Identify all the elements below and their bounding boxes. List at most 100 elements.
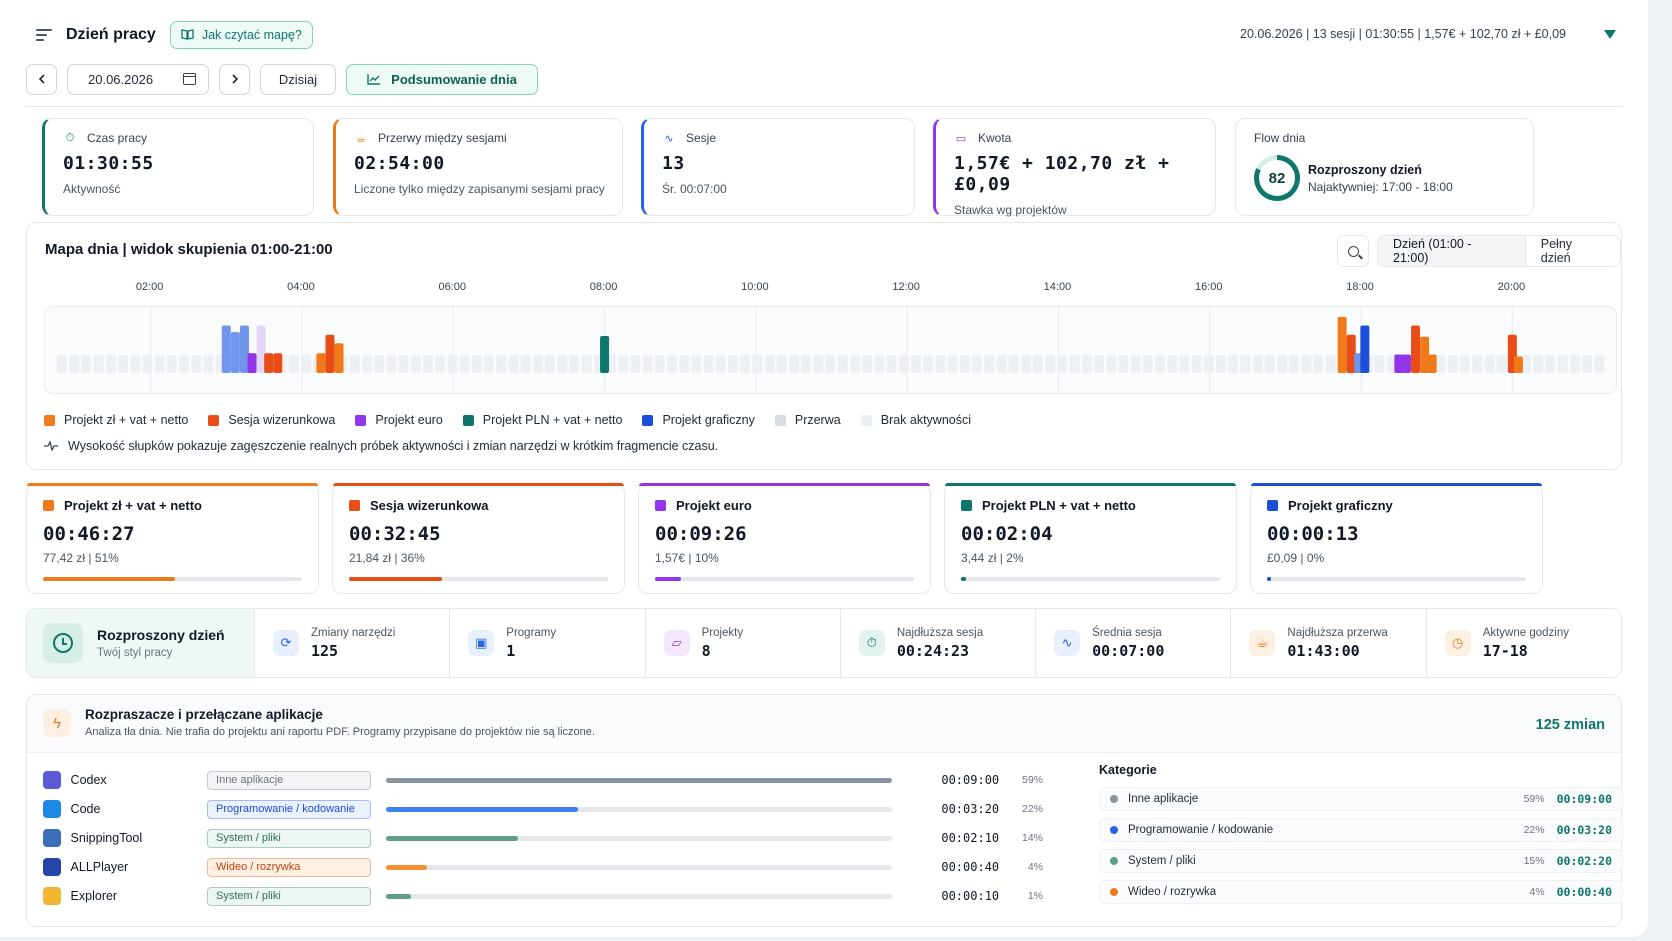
idle-block [1277, 355, 1287, 373]
flow-score: 82 [1259, 160, 1295, 196]
app-row[interactable]: Codex Inne aplikacje 00:09:00 59% [43, 769, 1043, 791]
project-card[interactable]: Projekt zł + vat + netto 00:46:27 77,42 zł… [26, 483, 319, 594]
stat-value: 13 [662, 153, 685, 174]
idle-block [142, 355, 153, 373]
metric-text: Najdłuższa sesja 00:24:23 [897, 627, 983, 660]
idle-block [715, 355, 726, 373]
category-dot [1110, 857, 1118, 865]
activity-bar [247, 353, 257, 373]
apps-title: Rozpraszacze i przełączane aplikacje [85, 707, 323, 722]
project-card[interactable]: Projekt graficzny 00:00:13 £0,09 | 0% [1250, 483, 1543, 594]
pulse-icon [44, 441, 58, 451]
idle-block [386, 355, 397, 373]
app-percent: 14% [1021, 832, 1043, 844]
metric-text: Zmiany narzędzi 125 [311, 627, 395, 660]
project-card[interactable]: Projekt euro 00:09:26 1,57€ | 10% [638, 483, 931, 594]
idle-block [1472, 355, 1483, 373]
legend-swatch [44, 414, 55, 426]
metric-value: 125 [311, 641, 339, 660]
project-amount: 1,57€ | 10% [655, 551, 719, 565]
legend-item: Projekt euro [355, 413, 443, 427]
search-icon [1347, 245, 1359, 257]
stat-label: Czas pracy [87, 131, 148, 145]
idle-block [1033, 355, 1043, 373]
map-search-button[interactable] [1337, 235, 1369, 267]
idle-block [1179, 355, 1190, 373]
idle-block [1325, 355, 1336, 373]
menu-icon[interactable] [36, 29, 52, 41]
project-card[interactable]: Projekt PLN + vat + netto 00:02:04 3,44 zł… [944, 483, 1237, 594]
idle-block [1240, 355, 1251, 373]
coffee-icon: ☕ [356, 132, 366, 145]
app-time: 00:00:40 [941, 860, 1000, 874]
day-summary-label: Podsumowanie dnia [391, 71, 517, 87]
range-day-option[interactable]: Dzień (01:00 - 21:00) [1378, 236, 1526, 266]
activity-bar [264, 353, 274, 373]
expand-triangle-icon[interactable] [1604, 30, 1616, 39]
activity-bar [273, 353, 283, 373]
app-icon [43, 829, 61, 847]
metric-text: Projekty 8 [702, 627, 744, 660]
category-dot [1110, 826, 1118, 834]
app-category-tag: System / pliki [207, 886, 372, 906]
idle-block [801, 355, 812, 373]
idle-block [362, 355, 372, 373]
next-day-button[interactable] [219, 63, 250, 95]
day-summary-button[interactable]: Podsumowanie dnia [346, 63, 538, 95]
metric-cell: ⏱ Najdłuższa sesja 00:24:23 [839, 609, 1035, 677]
category-name: Inne aplikacje [1128, 793, 1199, 805]
activity-chart [57, 307, 1605, 393]
project-progress [1267, 577, 1526, 581]
category-row[interactable]: Wideo / rozrywka 4% 00:00:40 [1099, 880, 1623, 904]
idle-block [825, 355, 836, 373]
idle-block [947, 355, 958, 373]
idle-block [654, 355, 665, 373]
idle-block [837, 355, 848, 373]
prev-day-button[interactable] [26, 63, 57, 95]
idle-block [1582, 355, 1592, 373]
project-card[interactable]: Sesja wizerunkowa 00:32:45 21,84 zł | 36% [332, 483, 625, 594]
idle-block [581, 355, 592, 373]
stat-label-row: ∿ Sesje [662, 131, 898, 145]
timer-icon: ⏱ [65, 131, 75, 144]
calendar-icon[interactable] [183, 73, 196, 85]
category-name: System / pliki [1128, 855, 1196, 867]
metric-label: Zmiany narzędzi [311, 626, 396, 639]
range-full-option[interactable]: Pełny dzień [1540, 237, 1573, 265]
app-usage-bar [386, 893, 892, 899]
page-title: Dzień pracy [66, 26, 156, 43]
category-row[interactable]: System / pliki 15% 00:02:20 [1099, 849, 1623, 873]
chart-icon [367, 74, 381, 85]
idle-block [288, 355, 299, 373]
category-time: 00:03:20 [1556, 823, 1612, 837]
category-row[interactable]: Programowanie / kodowanie 22% 00:03:20 [1099, 818, 1623, 842]
time-tick: 02:00 [135, 281, 164, 293]
refresh-icon: ⟳ [273, 630, 299, 656]
category-row[interactable]: Inne aplikacje 59% 00:09:00 [1099, 787, 1623, 811]
app-category-tag: Wideo / rozrywka [207, 857, 372, 877]
idle-block [1386, 355, 1397, 373]
app-usage-fill [386, 835, 518, 841]
metric-value: 00:24:23 [896, 641, 970, 660]
categories-panel: Kategorie Inne aplikacje 59% 00:09:00 Progr… [1099, 763, 1623, 911]
today-button[interactable]: Dzisiaj [260, 63, 336, 95]
idle-block [1118, 355, 1129, 373]
how-to-read-label: Jak czytać mapę? [201, 28, 302, 42]
app-row[interactable]: Explorer System / pliki 00:00:10 1% [43, 885, 1043, 907]
app-row[interactable]: ALLPlayer Wideo / rozrywka 00:00:40 4% [43, 856, 1043, 878]
idle-block [1545, 355, 1556, 373]
date-input[interactable]: 20.06.2026 [67, 63, 209, 95]
app-row[interactable]: SnippingTool System / pliki 00:02:10 14% [43, 827, 1043, 849]
app-name: Codex [70, 773, 107, 787]
app-row[interactable]: Code Programowanie / kodowanie 00:03:20 22% [43, 798, 1043, 820]
category-dot [1110, 888, 1118, 896]
folder-icon: ▱ [663, 630, 690, 656]
idle-block [81, 355, 92, 373]
metrics-row: Rozproszony dzień Twój styl pracy ⟳ Zmian… [26, 608, 1622, 678]
idle-block [1484, 355, 1495, 373]
idle-block [1496, 355, 1507, 373]
pulse-icon: ∿ [664, 132, 674, 145]
how-to-read-button[interactable]: Jak czytać mapę? [169, 21, 313, 49]
map-note-text: Wysokość słupków pokazuje zagęszczenie r… [68, 439, 719, 453]
project-name-row: Sesja wizerunkowa [349, 498, 608, 513]
